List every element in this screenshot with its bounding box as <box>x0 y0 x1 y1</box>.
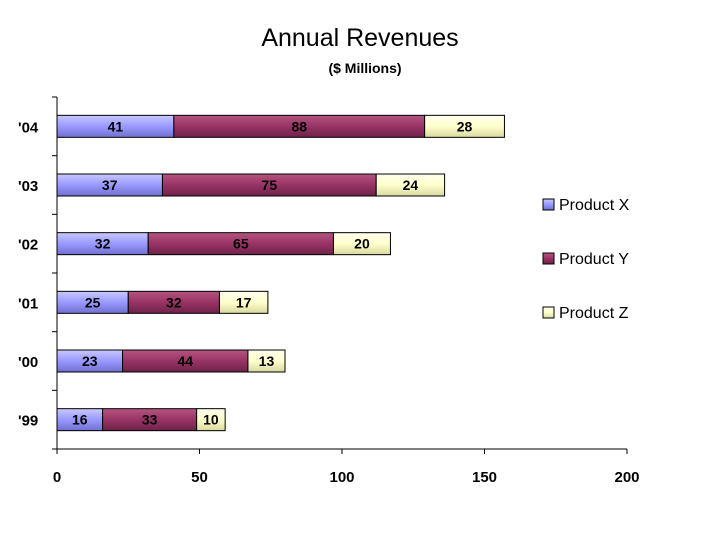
legend-swatch <box>542 306 555 319</box>
data-label: 13 <box>259 353 275 369</box>
y-tick-label: '04 <box>18 119 39 136</box>
legend-label: Product X <box>559 197 630 214</box>
y-tick-label: '02 <box>18 237 38 254</box>
data-label: 25 <box>85 294 101 310</box>
bars-layer: 16 33 10 23 44 13 25 32 17 32 65 20 37 75 24 41 88 28 <box>56 114 505 432</box>
data-label: 24 <box>403 177 419 193</box>
data-label: 32 <box>166 294 182 310</box>
y-tick-label: '99 <box>18 413 38 430</box>
data-label: 88 <box>291 118 307 134</box>
x-tick-label: 200 <box>614 469 639 486</box>
legend-swatch <box>542 198 555 211</box>
data-label: 33 <box>142 412 158 428</box>
data-label: 44 <box>177 353 193 369</box>
data-label: 28 <box>457 118 473 134</box>
x-tick-label: 0 <box>53 469 61 486</box>
x-tick-label: 150 <box>472 469 497 486</box>
data-label: 37 <box>102 177 118 193</box>
x-tick-label: 100 <box>329 469 354 486</box>
chart-title: Annual Revenues <box>261 24 459 52</box>
legend-label: Product Z <box>559 305 629 322</box>
axis-layer: 0 50 100 150 200 '99 '00 '01 '02 '03 '04 <box>18 96 640 486</box>
data-label: 65 <box>233 236 249 252</box>
x-tick-label: 50 <box>191 469 208 486</box>
bar-product-z <box>375 173 446 197</box>
bar-product-z <box>332 232 391 256</box>
data-label: 75 <box>262 177 278 193</box>
y-tick-label: '00 <box>18 354 38 371</box>
data-label: 17 <box>236 294 252 310</box>
data-label: 41 <box>108 118 124 134</box>
bar-product-z <box>424 114 505 138</box>
legend: Product X Product Y Product Z <box>542 197 630 322</box>
chart-subtitle: ($ Millions) <box>328 60 402 76</box>
data-label: 32 <box>95 236 111 252</box>
data-label: 10 <box>203 412 219 428</box>
y-tick-label: '03 <box>18 178 38 195</box>
data-label: 23 <box>82 353 98 369</box>
bar-product-z <box>218 290 269 314</box>
legend-swatch <box>542 252 555 265</box>
bar-product-z <box>196 408 226 432</box>
data-label: 16 <box>72 412 88 428</box>
y-tick-label: '01 <box>18 295 38 312</box>
bar-product-z <box>247 349 286 373</box>
legend-label: Product Y <box>559 251 629 268</box>
data-label: 20 <box>354 236 370 252</box>
